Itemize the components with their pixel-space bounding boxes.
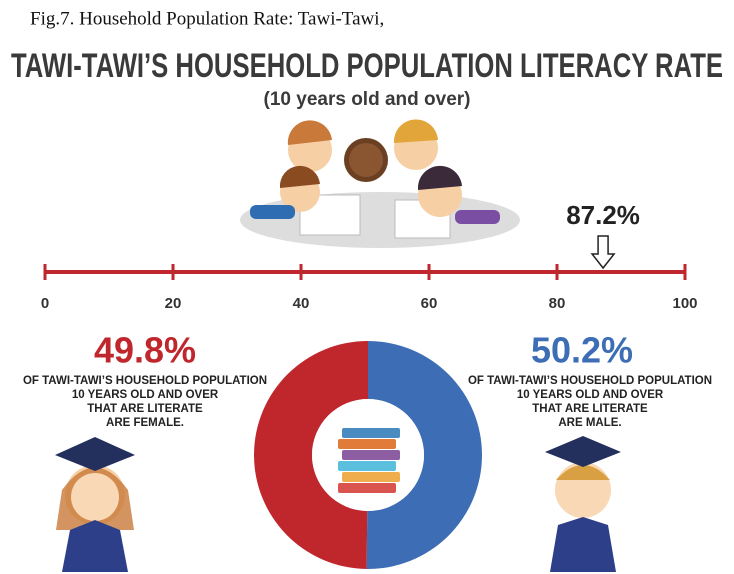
- tick-label: 40: [293, 295, 310, 312]
- statement-line: OF TAWI-TAWI’S HOUSEHOLD POPULATION: [23, 375, 267, 387]
- tick-label: 100: [672, 295, 697, 312]
- statement-line: 10 YEARS OLD AND OVER: [72, 389, 219, 401]
- statement-line: ARE FEMALE.: [106, 417, 184, 429]
- caption: Fig.7. Household Population Rate: Tawi-T…: [30, 8, 384, 29]
- percent-label: 49.8%: [94, 330, 196, 371]
- statement-line: OF TAWI-TAWI’S HOUSEHOLD POPULATION: [468, 375, 712, 387]
- tick-label: 0: [41, 295, 49, 312]
- statement-line: 10 YEARS OLD AND OVER: [517, 389, 664, 401]
- female-graduate: [55, 437, 135, 572]
- book-icon: [338, 483, 396, 493]
- book-icon: [338, 439, 396, 449]
- tick-label: 60: [421, 295, 438, 312]
- tick-label: 20: [165, 295, 182, 312]
- statement-line: ARE MALE.: [558, 417, 621, 429]
- book-icon: [342, 450, 400, 460]
- book-icon: [338, 461, 396, 471]
- title: TAWI-TAWI’S HOUSEHOLD POPULATION LITERAC…: [11, 47, 723, 85]
- percent-label: 50.2%: [531, 330, 633, 371]
- marker-label: 87.2%: [566, 200, 640, 230]
- book-icon: [342, 428, 400, 438]
- subtitle: (10 years old and over): [264, 89, 471, 110]
- tick-label: 80: [549, 295, 566, 312]
- book-icon: [342, 472, 400, 482]
- statement-line: THAT ARE LITERATE: [87, 403, 203, 415]
- marker-arrow: [592, 236, 614, 268]
- male-graduate: [545, 436, 621, 572]
- statement-line: THAT ARE LITERATE: [532, 403, 648, 415]
- infographic: Fig.7. Household Population Rate: Tawi-T…: [0, 0, 734, 574]
- kids-illustration: [240, 119, 520, 248]
